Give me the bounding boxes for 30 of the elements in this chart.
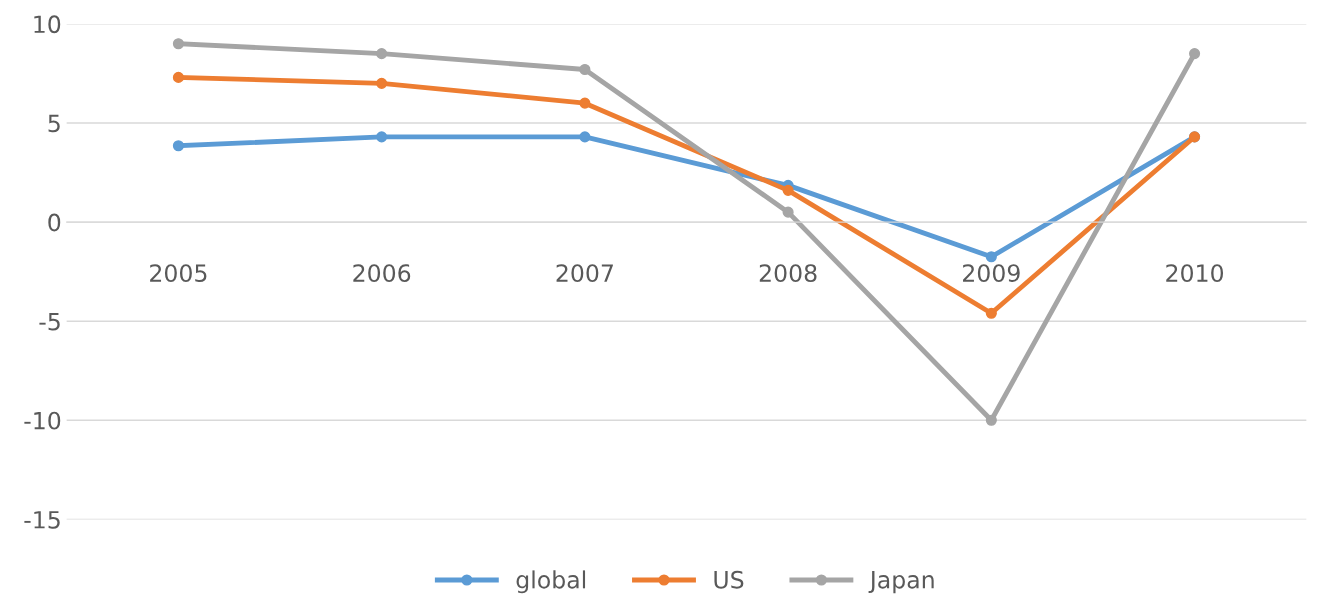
point xyxy=(579,63,591,76)
x-tick-label: 2008 xyxy=(759,264,817,283)
point xyxy=(172,38,184,50)
point xyxy=(1189,48,1201,60)
point xyxy=(172,140,184,152)
y-tick-label: -5 xyxy=(39,312,60,331)
x-tick-label: 2009 xyxy=(963,264,1020,283)
y-tick-label: -15 xyxy=(24,511,60,529)
point xyxy=(985,307,997,319)
point xyxy=(579,131,591,143)
point xyxy=(376,131,388,143)
legend-label: US xyxy=(714,570,744,589)
point xyxy=(376,77,388,89)
x-tick-label: 2005 xyxy=(150,264,207,283)
point xyxy=(172,71,184,83)
point xyxy=(579,97,591,109)
point xyxy=(985,414,997,426)
x-tick-label: 2010 xyxy=(1166,264,1224,283)
legend-label: Japan xyxy=(868,571,934,594)
y-tick-label: -10 xyxy=(24,411,61,430)
point xyxy=(782,184,794,196)
y-tick-label: 10 xyxy=(34,15,61,34)
x-tick-label: 2007 xyxy=(556,264,613,283)
point xyxy=(985,251,997,263)
y-tick-label: 5 xyxy=(48,114,60,133)
x-tick-label: 2006 xyxy=(353,264,411,283)
point xyxy=(376,48,388,60)
point xyxy=(782,206,794,218)
y-tick-label: 0 xyxy=(48,213,61,232)
legend-label: global xyxy=(516,570,586,594)
